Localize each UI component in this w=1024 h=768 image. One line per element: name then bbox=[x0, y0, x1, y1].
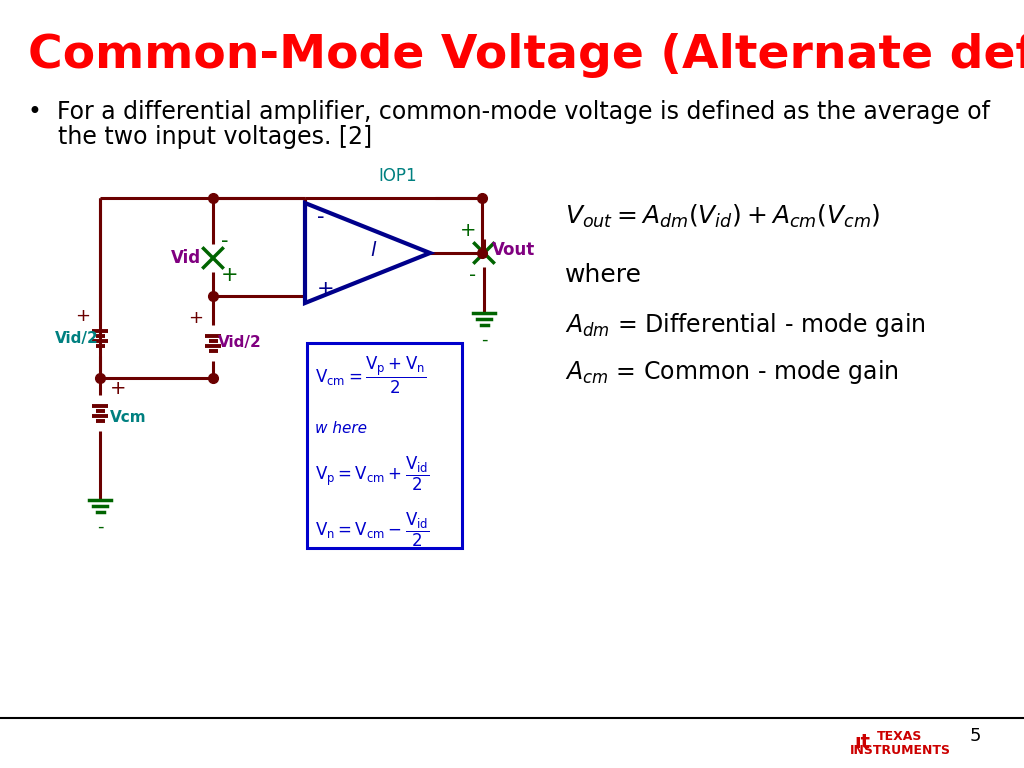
Text: Common-Mode Voltage (Alternate defn.): Common-Mode Voltage (Alternate defn.) bbox=[28, 33, 1024, 78]
Text: +: + bbox=[460, 221, 476, 240]
Text: +: + bbox=[317, 279, 335, 299]
Text: INSTRUMENTS: INSTRUMENTS bbox=[850, 743, 950, 756]
Text: +: + bbox=[110, 379, 127, 398]
Text: $\mathit{V_{out} = A_{dm}(V_{id})+A_{cm}(V_{cm})}$: $\mathit{V_{out} = A_{dm}(V_{id})+A_{cm}… bbox=[565, 203, 881, 230]
Text: -: - bbox=[96, 518, 103, 536]
Text: where: where bbox=[565, 263, 642, 287]
Text: l: l bbox=[371, 240, 376, 260]
Text: Vcm: Vcm bbox=[110, 411, 146, 425]
Text: w here: w here bbox=[315, 421, 367, 436]
Text: +: + bbox=[188, 309, 203, 327]
Text: $\mathit{A_{dm}}$ = Differential - mode gain: $\mathit{A_{dm}}$ = Differential - mode … bbox=[565, 311, 926, 339]
Text: $\mathregular{V_{cm}=\dfrac{V_p+V_n}{2}}$: $\mathregular{V_{cm}=\dfrac{V_p+V_n}{2}}… bbox=[315, 355, 426, 396]
Text: Vout: Vout bbox=[492, 241, 536, 259]
Text: •  For a differential amplifier, common-mode voltage is defined as the average o: • For a differential amplifier, common-m… bbox=[28, 100, 990, 124]
Text: -: - bbox=[221, 231, 228, 251]
Text: Vid/2: Vid/2 bbox=[218, 336, 262, 350]
Text: the two input voltages. [2]: the two input voltages. [2] bbox=[28, 125, 372, 149]
Text: $\mathregular{V_p=V_{cm}+\dfrac{V_{id}}{2}}$: $\mathregular{V_p=V_{cm}+\dfrac{V_{id}}{… bbox=[315, 455, 430, 493]
Text: Vid: Vid bbox=[171, 249, 201, 267]
Text: +: + bbox=[75, 307, 90, 325]
Text: IOP1: IOP1 bbox=[379, 167, 418, 185]
Text: -: - bbox=[469, 266, 476, 284]
Text: $\mathit{A_{cm}}$ = Common - mode gain: $\mathit{A_{cm}}$ = Common - mode gain bbox=[565, 358, 899, 386]
Bar bbox=[307, 343, 462, 548]
Text: $\mathregular{V_n=V_{cm}-\dfrac{V_{id}}{2}}$: $\mathregular{V_n=V_{cm}-\dfrac{V_{id}}{… bbox=[315, 511, 430, 549]
Text: ıt: ıt bbox=[854, 733, 870, 753]
Text: TEXAS: TEXAS bbox=[878, 730, 923, 743]
Text: +: + bbox=[221, 265, 239, 285]
Text: Vid/2: Vid/2 bbox=[55, 330, 98, 346]
Text: -: - bbox=[480, 331, 487, 349]
Text: 5: 5 bbox=[970, 727, 981, 745]
Text: -: - bbox=[317, 207, 325, 227]
